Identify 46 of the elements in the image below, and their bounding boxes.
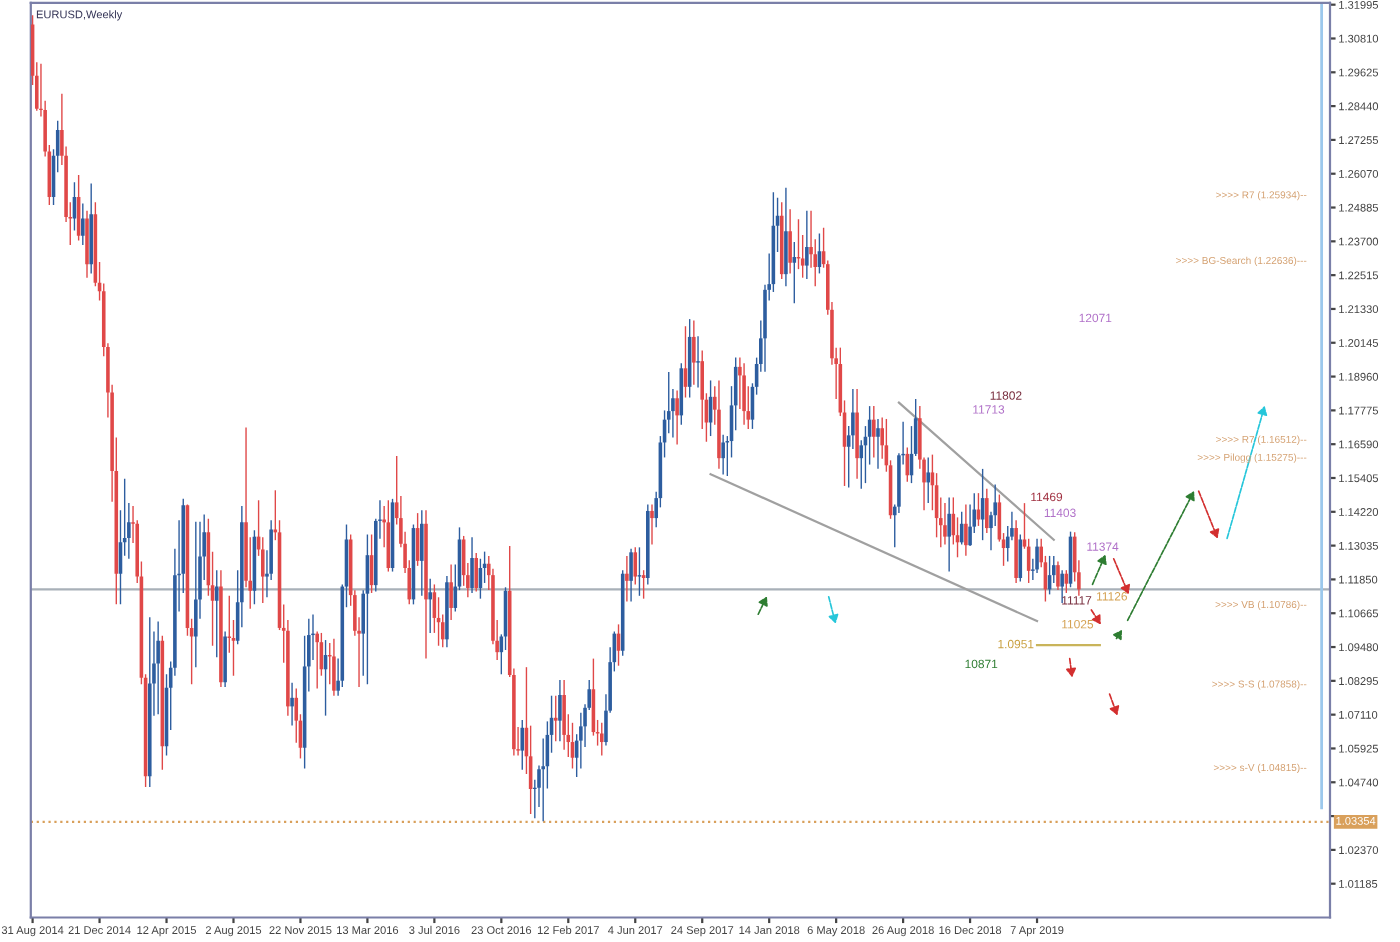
candlestick <box>315 631 319 689</box>
candlestick <box>558 680 562 742</box>
candlestick <box>290 682 294 726</box>
candlestick <box>1060 570 1064 603</box>
candlestick <box>428 578 432 633</box>
candlestick <box>926 457 931 504</box>
candlestick <box>1056 561 1060 591</box>
candlestick <box>964 504 968 556</box>
candlestick <box>792 242 797 304</box>
candlestick <box>214 570 219 658</box>
candlestick <box>223 631 227 688</box>
candlestick <box>562 680 566 750</box>
candlestick <box>650 504 654 545</box>
candlestick <box>420 510 424 596</box>
candlestick <box>692 320 696 385</box>
candlestick <box>943 503 947 545</box>
candlestick <box>194 521 198 668</box>
candlestick <box>742 363 746 425</box>
candlestick <box>332 638 336 696</box>
candlestick <box>625 555 629 602</box>
candlestick <box>156 621 160 715</box>
candlestick <box>805 210 809 280</box>
candlestick <box>947 497 951 572</box>
candlestick <box>855 389 859 479</box>
candlestick <box>553 695 558 742</box>
candlestick <box>696 336 700 388</box>
candlestick <box>85 210 89 278</box>
candlestick <box>872 406 876 458</box>
candlestick <box>721 434 725 475</box>
candlestick <box>675 390 679 445</box>
candlestick <box>985 488 989 534</box>
candlestick <box>599 722 604 756</box>
candlestick <box>474 553 479 592</box>
candlestick <box>788 209 792 274</box>
candlestick <box>520 719 525 770</box>
candlestick <box>579 712 583 769</box>
candlestick <box>1035 538 1039 573</box>
candlestick <box>629 548 633 602</box>
candlestick <box>470 537 474 593</box>
candlestick <box>633 547 638 585</box>
candlestick <box>81 203 85 245</box>
candlestick <box>641 570 646 599</box>
candlestick <box>784 187 788 287</box>
candlestick <box>637 547 642 596</box>
candlestick <box>876 418 880 469</box>
candlestick <box>449 564 453 621</box>
